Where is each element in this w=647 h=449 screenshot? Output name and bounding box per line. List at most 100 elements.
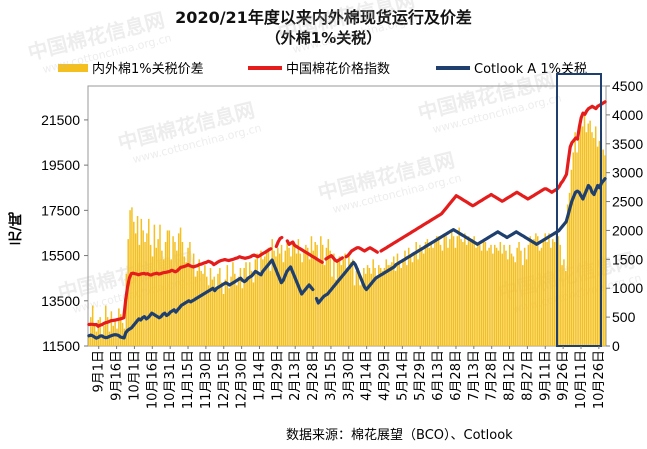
bar-spread [456,236,459,346]
bar-spread [333,253,335,346]
y-right-tick-label: 1000 [612,280,643,296]
bar-spread [282,262,285,346]
bar-spread [523,247,526,346]
bar-spread [591,132,593,346]
x-tick-label: 12月30日 [235,350,250,409]
bar-spread [419,244,421,346]
x-tick-label: 1月29日 [270,350,285,401]
bar-spread [593,138,595,346]
bar-spread [568,192,571,346]
bar-spread [220,282,223,346]
bar-spread [340,265,343,346]
bar-spread [349,262,352,346]
bar-spread [88,334,90,346]
legend-swatch-cotlook [436,65,470,70]
bar-spread [241,288,244,346]
bar-spread [207,285,210,346]
bar-spread [290,256,292,346]
bar-spread [583,114,586,346]
bar-spread [273,250,275,346]
bar-spread [527,244,530,346]
bar-spread [263,256,266,346]
bar-spread [101,334,103,346]
y-right-tick-label: 1500 [612,251,643,267]
bar-spread [204,265,206,346]
bar-spread [189,242,191,346]
bar-spread [561,265,563,346]
bar-spread [364,273,367,346]
bar-spread [585,132,588,346]
bar-spread [118,308,120,346]
bar-spread [119,314,122,346]
bar-spread [269,270,272,346]
y-left-tick-label: 11500 [42,338,80,354]
bar-spread [379,268,382,346]
bar-spread [361,279,363,346]
bar-spread [514,262,517,346]
legend-label-spread: 内外棉1%关税价差 [92,62,204,77]
bar-spread [99,317,101,346]
bar-spread [243,268,245,346]
bar-spread [572,152,575,346]
y-left-tick-label: 21500 [41,112,80,128]
bar-spread [467,236,470,346]
bar-spread [432,247,434,346]
bar-spread [501,253,503,346]
bar-spread [278,253,281,346]
bar-spread [138,244,141,346]
bar-spread [443,233,445,346]
bar-spread [475,247,477,346]
x-tick-label: 10月16日 [145,350,160,409]
bar-spread [546,242,548,346]
bar-spread [525,259,528,346]
bar-spread [336,259,339,346]
bar-spread [512,256,515,346]
bar-spread [252,282,255,346]
bar-spread [550,247,552,346]
legend-label-china-index: 中国棉花价格指数 [286,62,391,77]
bar-spread [149,244,152,346]
bar-spread [331,276,333,346]
bar-spread [576,152,578,346]
bar-spread [191,268,193,346]
bar-spread [166,230,169,346]
bar-spread [389,265,391,346]
y-right-tick-label: 2500 [612,194,643,210]
bar-spread [486,250,489,346]
legend-swatch-spread [58,63,88,72]
bar-spread [157,239,159,346]
bar-spread [245,262,247,346]
y-left-tick-label: 13500 [41,293,80,309]
bar-spread [121,322,124,346]
bar-spread [247,276,249,346]
bar-spread [551,239,554,346]
bar-spread [557,236,560,346]
bar-spread [422,253,425,346]
bar-spread [355,270,358,346]
bar-spread [249,262,251,346]
bar-spread [256,253,258,346]
bar-spread [531,242,533,346]
bar-spread [529,236,532,346]
bar-spread [598,140,601,346]
y-right-tick-label: 3500 [612,136,643,152]
bar-spread [181,242,184,346]
bar-spread [232,262,234,346]
bar-spread [417,259,419,346]
bar-spread [254,259,257,346]
bar-spread [454,247,457,346]
bar-spread [306,247,309,346]
bar-spread [342,259,345,346]
bar-spread [540,247,543,346]
x-tick-label: 10月26日 [592,350,607,409]
bar-spread [162,259,165,346]
bar-spread [479,244,481,346]
bar-spread [445,236,447,346]
bar-spread [430,242,432,346]
bar-spread [172,236,174,346]
bar-spread [305,244,307,346]
bar-spread [176,250,178,346]
bar-spread [602,149,604,346]
x-tick-label: 10月11日 [574,350,589,409]
